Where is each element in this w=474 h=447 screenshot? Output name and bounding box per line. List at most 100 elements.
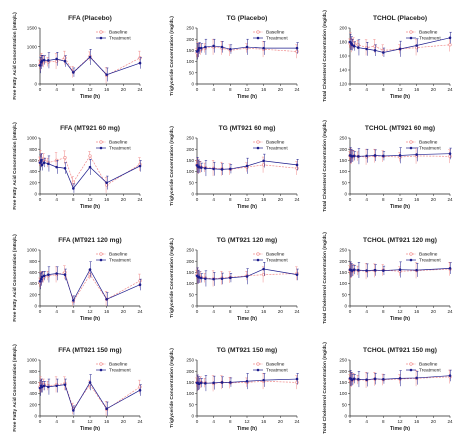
data-point [245, 275, 249, 278]
legend-label: Baseline [109, 362, 128, 368]
y-tick-label: 100 [339, 281, 347, 286]
data-point [398, 268, 402, 272]
panel-2: TG (Placebo) 0 50 100 150 200 250 0 4 8 12 16 20 24 Ti… [169, 15, 300, 100]
x-tick-label: 16 [261, 309, 267, 314]
legend-label: Treatment [109, 258, 131, 264]
x-tick-label: 24 [447, 197, 453, 202]
data-point [373, 268, 377, 272]
data-point [39, 277, 43, 281]
data-point [220, 381, 224, 384]
x-tick-label: 8 [229, 309, 232, 314]
x-tick-label: 8 [72, 87, 75, 92]
y-tick-label: 0 [191, 304, 194, 309]
legend-marker [99, 30, 103, 34]
data-point [105, 73, 108, 76]
data-point [138, 283, 142, 287]
data-point [295, 377, 299, 381]
data-point [295, 380, 299, 385]
panel-title: TG (MT921 120 mg) [217, 237, 277, 244]
series-line [39, 155, 141, 186]
x-tick-label: 12 [397, 419, 403, 424]
y-tick-label: 50 [189, 292, 195, 297]
x-tick-label: 16 [414, 87, 420, 92]
legend-label: Treatment [266, 368, 288, 374]
data-point [63, 273, 67, 276]
y-tick-label: 800 [29, 369, 37, 374]
legend-marker [256, 362, 260, 366]
data-point [352, 154, 356, 158]
y-axis-label: Triglyceride Concentration (mg/dL) [169, 348, 175, 428]
data-point [229, 167, 232, 171]
y-tick-label: 50 [189, 402, 195, 407]
y-axis-label: Total Cholesterol Concentration (mg/dL) [322, 120, 328, 212]
x-tick-label: 4 [365, 87, 368, 92]
y-tick-label: 400 [29, 169, 37, 174]
x-tick-label: 20 [431, 419, 437, 424]
legend-marker [409, 36, 413, 40]
data-point [204, 45, 207, 49]
series-treatment [348, 261, 452, 278]
y-axis-label: Triglyceride Concentration (mg/dL) [169, 126, 175, 206]
x-tick-label: 12 [244, 87, 250, 92]
x-tick-label: 16 [104, 197, 110, 202]
y-tick-label: 250 [339, 358, 347, 363]
data-point [71, 180, 75, 184]
y-tick-label: 400 [29, 281, 37, 286]
y-tick-label: 150 [186, 158, 194, 163]
x-tick-label: 4 [212, 87, 215, 92]
x-tick-label: 16 [104, 419, 110, 424]
data-point [350, 155, 354, 158]
legend-marker [409, 146, 413, 150]
y-tick-label: 200 [339, 259, 347, 264]
panel-1: FFA (Placebo) 0 500 1000 1500 0 4 8 12 16 20 24 Time… [12, 12, 143, 100]
x-axis-label: Time (h) [237, 316, 257, 322]
data-point [295, 49, 299, 54]
x-tick-label: 24 [137, 197, 143, 202]
legend-marker [409, 258, 413, 262]
legend-label: Treatment [266, 146, 288, 152]
x-axis-label: Time (h) [80, 204, 100, 210]
legend-label: Baseline [419, 252, 438, 258]
data-point [63, 156, 67, 160]
data-point [88, 273, 92, 277]
data-point [295, 163, 299, 167]
data-point [245, 164, 249, 168]
y-tick-label: 200 [339, 147, 347, 152]
data-point [42, 274, 46, 278]
y-tick-label: 100 [186, 281, 194, 286]
data-point [40, 59, 44, 63]
data-point [398, 47, 402, 51]
y-axis-label: Total Cholesterol Concentration (mg/dL) [322, 10, 328, 102]
data-point [88, 55, 92, 59]
legend-label: Baseline [266, 140, 285, 146]
data-point [47, 385, 50, 389]
panel-4: FFA (MT921 60 mg) 0 200 400 600 800 1000 0 4 8 12 1… [12, 122, 143, 210]
data-point [55, 272, 58, 275]
x-tick-label: 12 [87, 309, 93, 314]
y-tick-label: 400 [29, 391, 37, 396]
x-tick-label: 12 [397, 197, 403, 202]
y-tick-label: 0 [191, 82, 194, 87]
legend-marker [99, 368, 103, 372]
data-point [352, 268, 356, 272]
legend-label: Baseline [419, 140, 438, 146]
y-axis-label: Total Cholesterol Concentration (mg/dL) [322, 342, 328, 434]
data-point [40, 163, 44, 167]
series-treatment [348, 369, 452, 388]
data-point [38, 386, 42, 390]
x-tick-label: 12 [397, 87, 403, 92]
y-tick-label: 140 [339, 68, 347, 73]
series-line [196, 46, 298, 53]
x-tick-label: 20 [121, 309, 127, 314]
data-point [448, 267, 452, 270]
data-point [415, 376, 418, 380]
data-point [245, 379, 249, 383]
legend-marker [256, 258, 260, 262]
data-point [204, 166, 207, 170]
y-tick-label: 1500 [27, 26, 38, 31]
data-point [350, 43, 354, 47]
legend-marker [409, 252, 413, 256]
series-baseline [38, 265, 142, 306]
y-tick-label: 50 [189, 70, 195, 75]
